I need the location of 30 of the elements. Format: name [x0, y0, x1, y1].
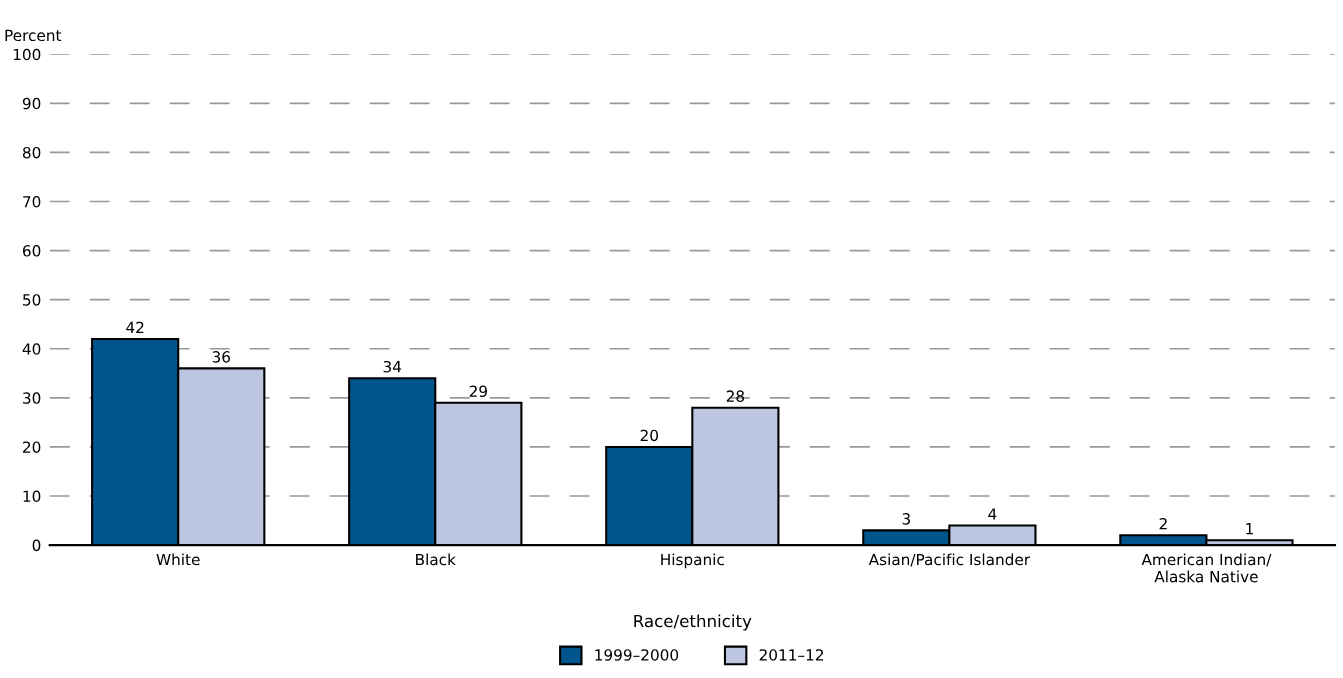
data-label: 2 — [1159, 518, 1167, 530]
y-tick-label: 10 — [23, 490, 41, 503]
data-label: 36 — [212, 351, 231, 363]
y-tick-label: 30 — [23, 392, 41, 404]
data-label: 3 — [902, 513, 910, 525]
data-label: 42 — [126, 321, 144, 333]
x-tick-label: Hispanic — [661, 553, 724, 569]
x-tick-label: White — [156, 553, 200, 566]
data-label: 20 — [640, 429, 658, 442]
y-tick-label: 0 — [32, 539, 41, 552]
y-axis-title: Percent — [5, 29, 62, 42]
data-label: 1 — [1246, 523, 1253, 535]
y-tick-label: 100 — [13, 48, 41, 61]
data-label: 28 — [726, 390, 745, 402]
legend-label: 2011–12 — [759, 649, 823, 661]
data-label: 4 — [988, 508, 997, 520]
y-tick-label: 50 — [23, 294, 41, 306]
x-tick-label: American Indian/ Alaska Native — [1141, 553, 1272, 583]
x-axis-title: Race/ethnicity — [634, 614, 752, 631]
y-tick-label: 20 — [23, 441, 41, 453]
data-label: 29 — [469, 385, 487, 398]
legend-label: 1999–2000 — [595, 649, 679, 661]
data-label: 34 — [383, 360, 402, 373]
y-tick-label: 60 — [22, 245, 41, 257]
x-tick-label: Black — [416, 553, 456, 566]
y-tick-label: 90 — [22, 97, 41, 110]
x-tick-label: Asian/Pacific Islander — [868, 553, 1031, 567]
y-tick-label: 80 — [22, 146, 41, 159]
y-tick-label: 40 — [22, 343, 41, 355]
y-tick-label: 70 — [23, 195, 41, 208]
